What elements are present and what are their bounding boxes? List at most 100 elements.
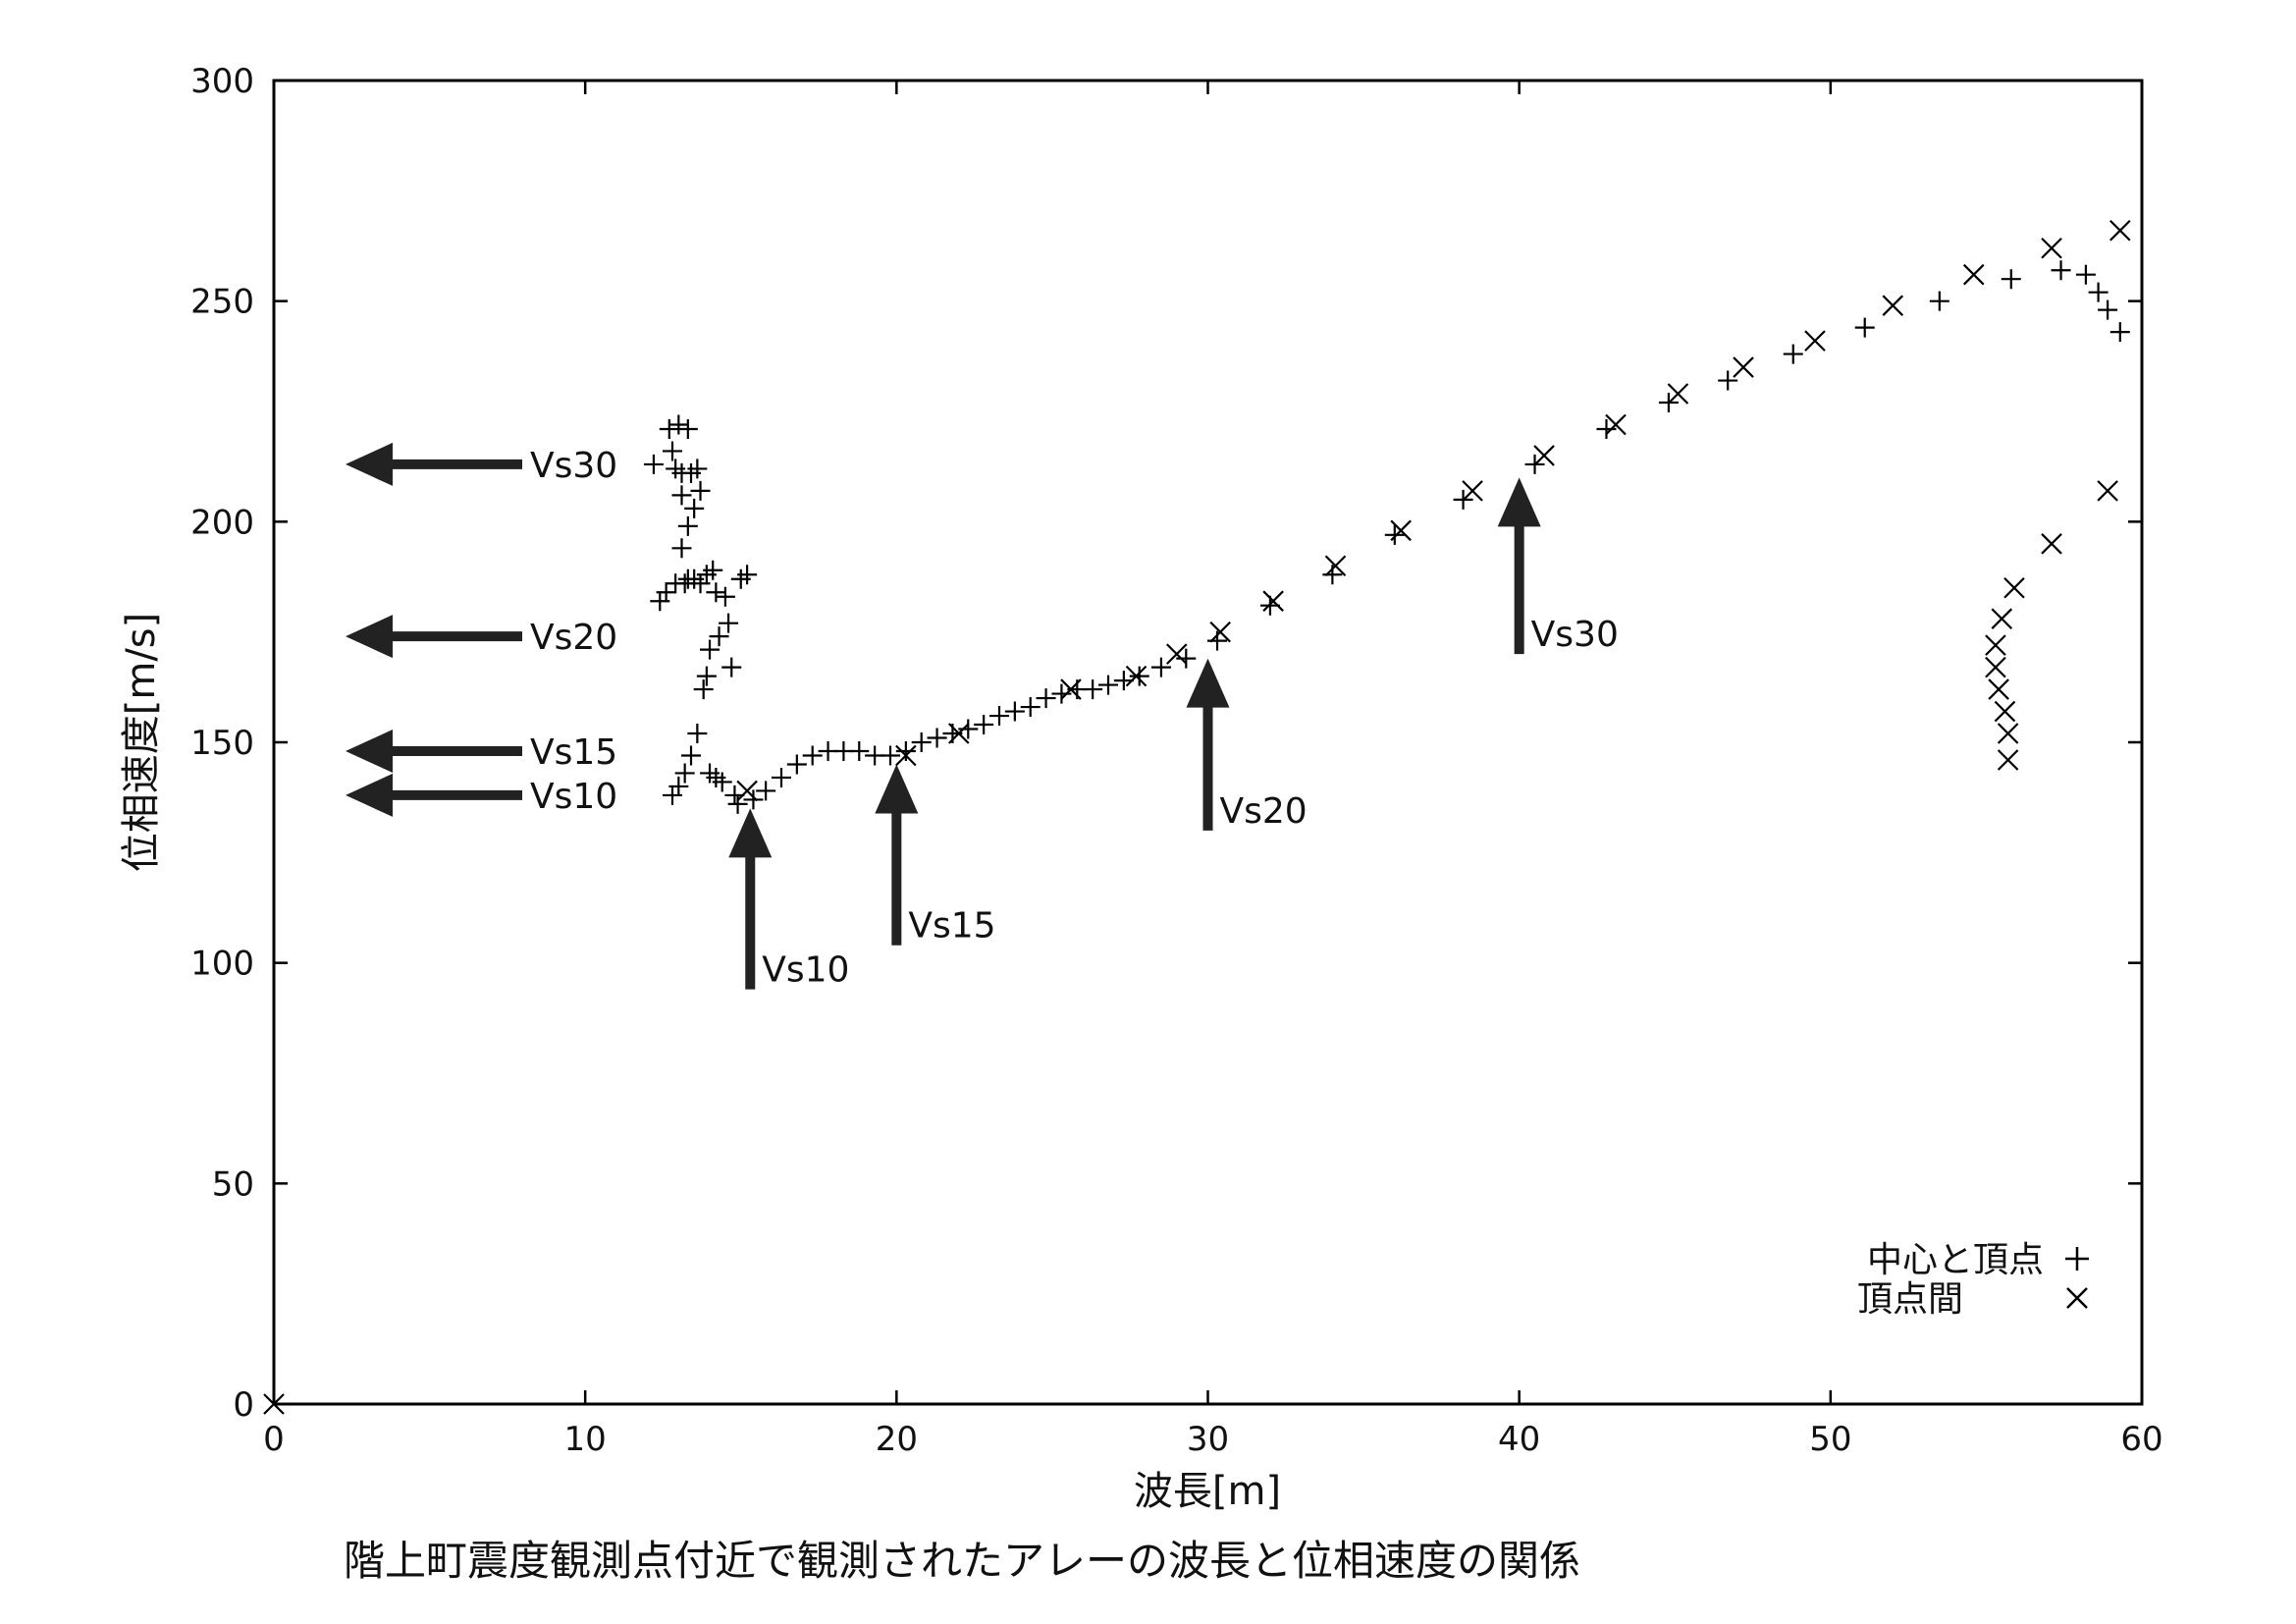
arrow-up [728,808,773,990]
x-tick-label: 50 [1809,1420,1851,1459]
point-center-vertex [1384,524,1405,545]
y-tick-label: 200 [190,503,254,542]
arrow-left [346,773,522,817]
point-center-vertex [1083,679,1103,700]
point-center-vertex [743,789,764,810]
point-between-vertices [1985,656,2006,678]
y-tick-label: 300 [190,62,254,101]
point-between-vertices [263,1393,285,1415]
point-center-vertex [786,754,807,775]
point-center-vertex [756,781,776,801]
point-center-vertex [727,793,748,814]
arrow-left [346,442,522,486]
y-tick-label: 100 [190,945,254,984]
point-between-vertices [1533,445,1555,466]
point-between-vertices [1166,643,1188,665]
point-center-vertex [1718,370,1738,391]
point-center-vertex [1129,666,1149,686]
point-center-vertex [2001,269,2021,290]
x-tick-label: 40 [1498,1420,1540,1459]
arrow-label: Vs15 [530,732,617,773]
point-between-vertices [1997,749,2019,771]
y-axis-label: 位相速度[m/s] [119,613,164,873]
legend: 中心と頂点 頂点間 [1857,1240,2089,1320]
arrow-up [1497,477,1541,655]
point-center-vertex [703,560,723,580]
arrow-left [346,729,522,773]
point-center-vertex [1036,688,1056,709]
point-between-vertices [1988,678,2009,700]
arrow-up [1186,658,1230,831]
point-between-vertices [1882,295,1904,316]
point-center-vertex [690,480,711,501]
point-center-vertex [895,740,916,761]
point-between-vertices [1667,383,1689,405]
point-center-vertex [1596,418,1617,439]
point-between-vertices [1060,678,1082,700]
point-center-vertex [671,538,692,559]
point-center-vertex [2098,299,2118,320]
legend-cross-marker [2066,1287,2088,1309]
point-between-vertices [1605,413,1627,436]
point-center-vertex [2109,322,2130,343]
point-between-vertices [2041,237,2062,259]
point-between-vertices [2041,533,2062,555]
point-center-vertex [1004,701,1025,722]
data-points [263,219,2131,1415]
point-between-vertices [1209,621,1231,643]
arrow-label: Vs10 [762,950,849,991]
point-center-vertex [802,745,823,766]
point-center-vertex [1929,291,1949,311]
point-between-vertices [2003,576,2025,599]
point-center-vertex [659,418,679,439]
point-center-vertex [1051,683,1072,704]
point-center-vertex [674,763,695,784]
point-center-vertex [719,613,739,633]
point-between-vertices [1324,555,1347,577]
x-tick-label: 30 [1187,1420,1229,1459]
y-tick-label: 0 [233,1385,254,1425]
x-tick-label: 10 [564,1420,607,1459]
point-between-vertices [1985,634,2006,656]
point-center-vertex [684,498,705,518]
point-between-vertices [1262,590,1284,612]
point-between-vertices [1462,480,1483,502]
point-center-vertex [1098,675,1119,695]
legend-plus-marker [2065,1247,2089,1271]
point-center-vertex [1020,697,1041,718]
point-center-vertex [1176,648,1197,669]
arrow-label: Vs15 [908,906,995,947]
point-center-vertex [668,414,689,435]
point-center-vertex [687,459,708,479]
point-between-vertices [1991,608,2013,629]
arrow-label: Vs20 [530,618,617,658]
point-center-vertex [2051,260,2071,281]
point-between-vertices [1962,263,1985,286]
x-tick-label: 20 [876,1420,918,1459]
point-center-vertex [709,626,729,647]
point-center-vertex [681,745,702,766]
point-center-vertex [700,639,721,660]
point-center-vertex [671,485,692,506]
point-between-vertices [1125,665,1148,687]
point-center-vertex [911,732,932,752]
arrow-label: Vs30 [530,446,617,486]
point-center-vertex [771,767,791,787]
point-center-vertex [715,586,735,607]
point-between-vertices [736,780,758,802]
chart-caption: 階上町震度観測点付近で観測されたアレーの波長と位相速度の関係 [344,1537,1580,1585]
point-between-vertices [2097,480,2118,502]
x-tick-label: 0 [263,1420,285,1459]
point-center-vertex [737,565,758,585]
legend-label-center-vertex: 中心と頂点 [1867,1240,2044,1280]
arrow-label: Vs20 [1220,791,1308,832]
point-between-vertices [895,744,917,767]
point-between-vertices [1390,519,1412,542]
point-between-vertices [1994,700,2016,723]
point-center-vertex [693,679,714,700]
point-center-vertex [687,724,708,744]
y-tick-label: 50 [212,1164,254,1204]
point-center-vertex [2088,282,2109,302]
point-center-vertex [656,582,676,603]
